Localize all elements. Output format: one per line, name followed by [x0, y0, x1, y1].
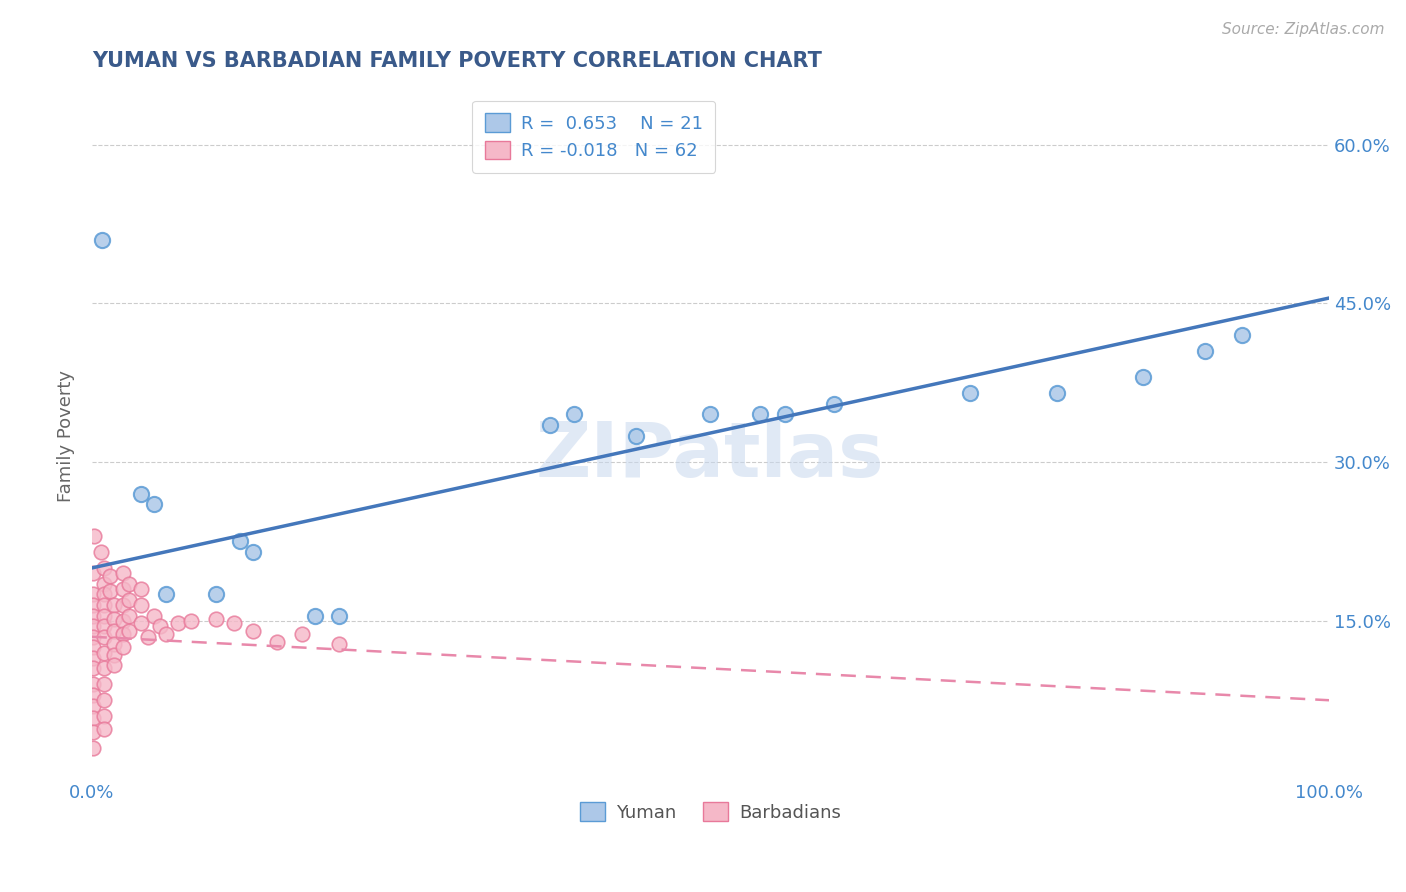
Point	[328, 637, 350, 651]
Point	[142, 498, 165, 512]
Point	[82, 661, 104, 675]
Point	[155, 626, 177, 640]
Point	[142, 608, 165, 623]
Point	[118, 577, 141, 591]
Point	[93, 646, 115, 660]
Point	[242, 624, 264, 639]
Point	[93, 598, 115, 612]
Point	[131, 598, 153, 612]
Point	[82, 566, 104, 581]
Point	[118, 608, 141, 623]
Point	[224, 615, 246, 630]
Point	[131, 582, 153, 596]
Point	[82, 630, 104, 644]
Legend: Yuman, Barbadians: Yuman, Barbadians	[569, 791, 852, 832]
Point	[111, 614, 134, 628]
Point	[93, 709, 115, 723]
Y-axis label: Family Poverty: Family Poverty	[58, 369, 75, 501]
Point	[82, 598, 104, 612]
Point	[100, 569, 122, 583]
Point	[1132, 370, 1154, 384]
Point	[136, 630, 159, 644]
Point	[111, 598, 134, 612]
Point	[562, 408, 585, 422]
Point	[82, 587, 104, 601]
Point	[1046, 386, 1069, 401]
Point	[93, 693, 115, 707]
Point	[93, 608, 115, 623]
Point	[82, 725, 104, 739]
Point	[538, 418, 561, 433]
Point	[118, 624, 141, 639]
Point	[83, 529, 105, 543]
Point	[103, 598, 125, 612]
Text: YUMAN VS BARBADIAN FAMILY POVERTY CORRELATION CHART: YUMAN VS BARBADIAN FAMILY POVERTY CORREL…	[91, 51, 821, 70]
Text: ZIPatlas: ZIPatlas	[536, 419, 884, 493]
Point	[1232, 328, 1254, 343]
Point	[103, 612, 125, 626]
Point	[93, 619, 115, 633]
Point	[149, 619, 172, 633]
Point	[82, 698, 104, 713]
Point	[93, 677, 115, 691]
Point	[204, 587, 226, 601]
Point	[82, 677, 104, 691]
Point	[131, 615, 153, 630]
Point	[229, 534, 252, 549]
Point	[103, 624, 125, 639]
Point	[82, 688, 104, 702]
Point	[111, 582, 134, 596]
Point	[93, 587, 115, 601]
Point	[82, 651, 104, 665]
Point	[699, 408, 721, 422]
Point	[773, 408, 796, 422]
Point	[304, 608, 326, 623]
Point	[82, 640, 104, 655]
Point	[103, 648, 125, 662]
Text: Source: ZipAtlas.com: Source: ZipAtlas.com	[1222, 22, 1385, 37]
Point	[93, 722, 115, 736]
Point	[103, 658, 125, 673]
Point	[82, 740, 104, 755]
Point	[111, 640, 134, 655]
Point	[242, 545, 264, 559]
Point	[204, 612, 226, 626]
Point	[111, 566, 134, 581]
Point	[131, 487, 153, 501]
Point	[82, 608, 104, 623]
Point	[328, 608, 350, 623]
Point	[82, 711, 104, 725]
Point	[823, 397, 845, 411]
Point	[266, 635, 288, 649]
Point	[1194, 343, 1216, 358]
Point	[103, 637, 125, 651]
Point	[93, 561, 115, 575]
Point	[89, 545, 111, 559]
Point	[291, 626, 314, 640]
Point	[959, 386, 981, 401]
Point	[180, 614, 202, 628]
Point	[93, 661, 115, 675]
Point	[90, 233, 112, 247]
Point	[93, 630, 115, 644]
Point	[111, 626, 134, 640]
Point	[624, 428, 647, 442]
Point	[748, 408, 770, 422]
Point	[100, 584, 122, 599]
Point	[167, 615, 190, 630]
Point	[155, 587, 177, 601]
Point	[118, 592, 141, 607]
Point	[93, 577, 115, 591]
Point	[82, 619, 104, 633]
